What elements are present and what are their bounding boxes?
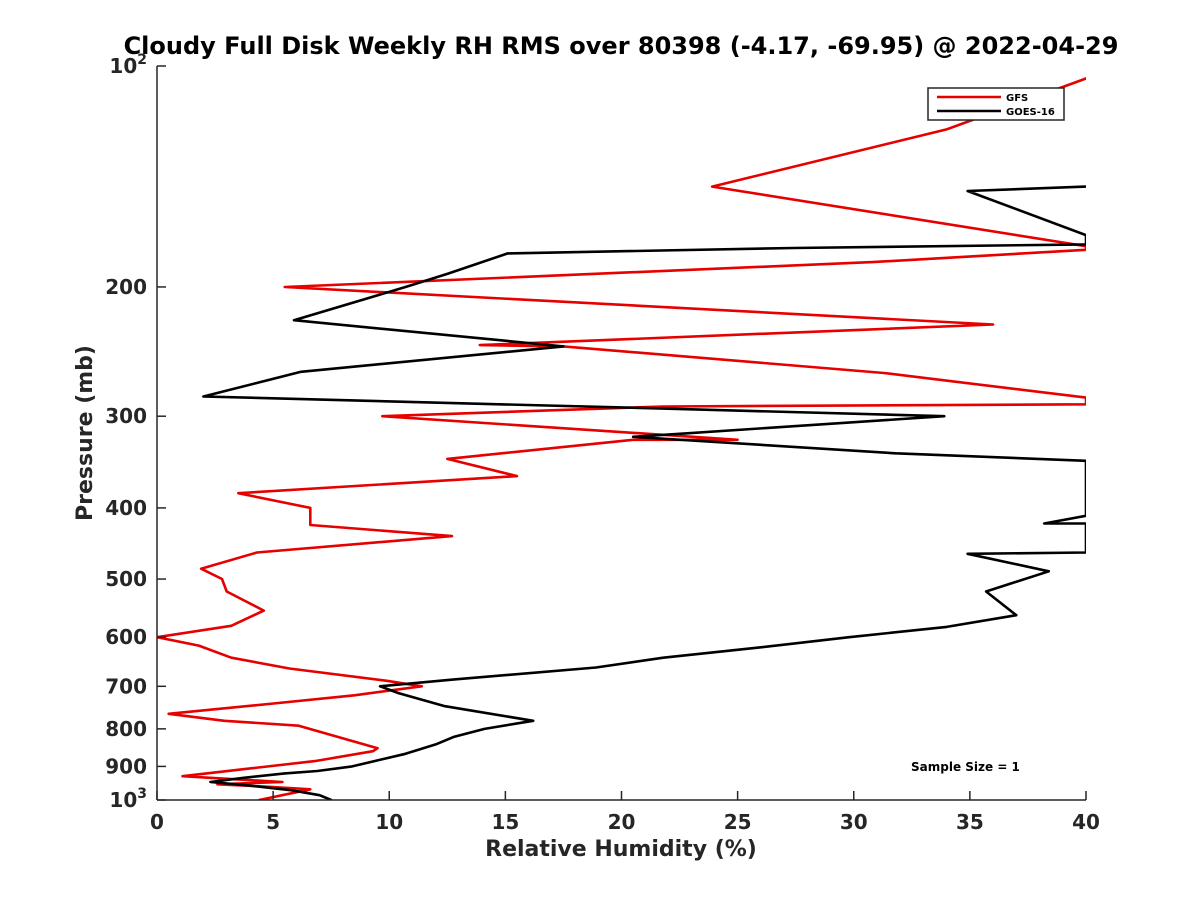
legend: GFS GOES-16 <box>927 87 1065 121</box>
x-tick-label: 10 <box>375 810 403 834</box>
x-tick-label: 30 <box>840 810 868 834</box>
x-tick-label: 25 <box>724 810 752 834</box>
x-tick-label: 20 <box>608 810 636 834</box>
y-tick-label: 600 <box>105 625 147 649</box>
series-line-gfs <box>157 76 1086 800</box>
legend-box <box>927 87 1065 121</box>
y-tick-label: 500 <box>105 567 147 591</box>
x-tick-label: 40 <box>1072 810 1100 834</box>
sample-size-annotation: Sample Size = 1 <box>911 760 1020 774</box>
y-tick-label: 400 <box>105 496 147 520</box>
x-tick-label: 15 <box>491 810 519 834</box>
x-tick-label: 35 <box>956 810 984 834</box>
x-tick-label: 0 <box>150 810 164 834</box>
x-axis-label: Relative Humidity (%) <box>485 837 757 862</box>
y-tick-label: 900 <box>105 754 147 778</box>
series-lines <box>157 76 1086 800</box>
legend-label-goes16: GOES-16 <box>1006 107 1055 118</box>
legend-label-gfs: GFS <box>1006 93 1028 104</box>
y-axis-ticks: 102 200 300 400 500 600 700 800 900 103 <box>105 52 166 812</box>
y-tick-label: 200 <box>105 275 147 299</box>
y-tick-label: 102 <box>109 52 147 78</box>
y-tick-label: 800 <box>105 717 147 741</box>
chart-title: Cloudy Full Disk Weekly RH RMS over 8039… <box>124 32 1119 60</box>
y-tick-label: 700 <box>105 674 147 698</box>
y-tick-label: 103 <box>109 786 147 812</box>
y-axis-label: Pressure (mb) <box>73 345 98 521</box>
series-line-goes16 <box>202 185 1086 800</box>
x-axis-ticks: 0 5 10 15 20 25 30 35 40 <box>150 791 1100 834</box>
y-tick-label: 300 <box>105 404 147 428</box>
x-tick-label: 5 <box>266 810 280 834</box>
